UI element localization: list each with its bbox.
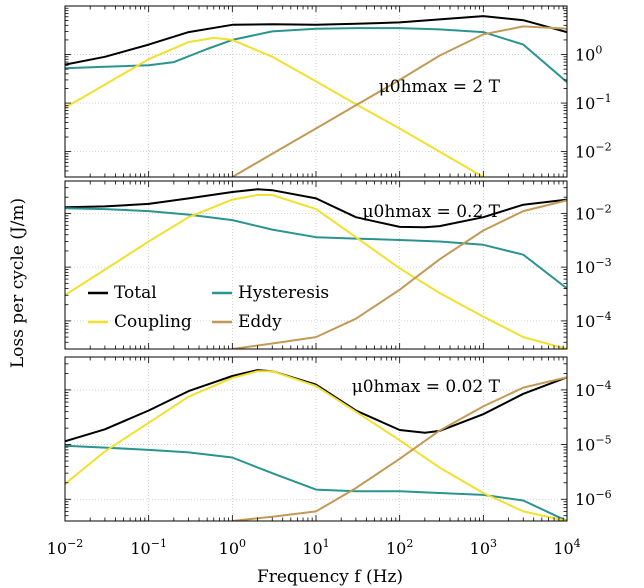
panel-annotation: μ0hmax = 0.2 T [363,202,501,222]
panels: 100 10−1 10−2 μ0hmax = 2 T 10−2 10−3 10−4 μ0hma… [47,5,612,558]
legend-label-hysteresis: Hysteresis [238,283,329,303]
y-tick-label: 10−4 [575,379,612,400]
series-eddy-line [232,376,567,521]
series-total-line [65,188,567,229]
panel-annotation: μ0hmax = 0.02 T [352,377,501,397]
y-tick-label: 100 [575,44,602,65]
series-hysteresis-line [65,27,567,83]
panel-2: 10−2 10−3 10−4 μ0hmax = 0.2 T [64,180,612,350]
y-tick-label: 10−6 [575,488,612,509]
x-tick-label: 10−1 [130,537,167,558]
series-eddy-line [231,25,567,177]
x-axis-label: Frequency f (Hz) [257,567,403,587]
series-total-line [65,15,567,66]
legend-label-total: Total [114,283,157,303]
x-tick-label: 100 [219,537,246,558]
y-tick-label: 10−2 [575,202,612,223]
series-coupling-line [65,36,484,177]
series-coupling-line [65,194,567,349]
x-tick-label: 102 [386,537,413,558]
legend-label-eddy: Eddy [238,312,282,332]
y-tick-label: 10−4 [575,310,612,331]
series-eddy-line [232,199,567,349]
panel-annotation: μ0hmax = 2 T [379,77,501,97]
y-tick-label: 10−5 [575,434,612,455]
legend-label-coupling: Coupling [114,312,192,332]
x-tick-label: 104 [553,537,580,558]
x-tick-label: 10−2 [47,537,84,558]
y-tick-label: 10−1 [575,92,612,113]
series-total-line [65,369,567,443]
y-tick-label: 10−2 [575,141,612,162]
y-axis-label: Loss per cycle (J/m) [8,198,28,368]
panel-3: 10−4 10−5 10−6 μ0hmax = 0.02 T [64,356,612,522]
panel-1: 100 10−1 10−2 μ0hmax = 2 T [64,5,612,178]
series-hysteresis-line [65,207,567,290]
legend: Total Hysteresis Coupling Eddy [88,283,329,332]
x-tick-label: 101 [302,537,329,558]
series-coupling-line [65,370,567,521]
series-hysteresis-line [65,444,567,521]
x-tick-label: 103 [470,537,497,558]
y-tick-label: 10−3 [575,256,612,277]
